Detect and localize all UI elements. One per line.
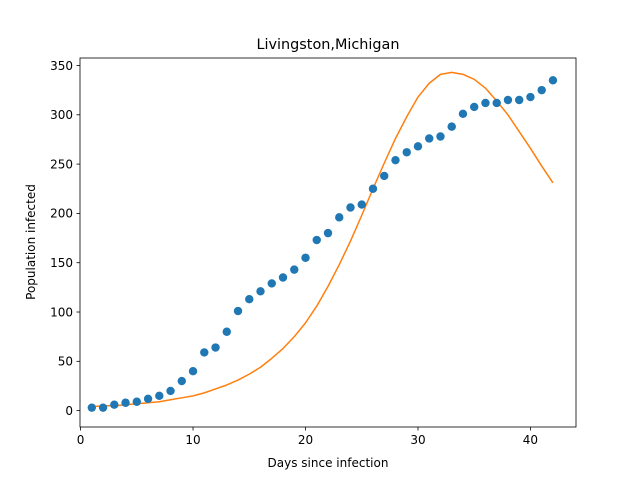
series-line-1 bbox=[91, 71, 554, 408]
axes: 0 10 20 30 40 0 50 100 150 200 250 300 350 bbox=[50, 57, 577, 447]
data-point bbox=[211, 343, 220, 352]
data-point bbox=[481, 98, 490, 108]
y-tick-label: 350 bbox=[50, 59, 73, 73]
data-point bbox=[222, 327, 231, 336]
data-point bbox=[188, 366, 198, 376]
data-point bbox=[357, 200, 366, 209]
data-point bbox=[436, 132, 445, 141]
x-tick-label: 30 bbox=[410, 433, 425, 447]
data-point bbox=[301, 253, 310, 262]
data-point bbox=[98, 403, 108, 412]
data-point bbox=[492, 98, 501, 108]
x-tick-label: 10 bbox=[185, 433, 200, 447]
y-tick-label: 250 bbox=[50, 157, 73, 171]
data-point bbox=[121, 398, 130, 407]
data-point bbox=[278, 273, 288, 282]
y-tick-label: 300 bbox=[50, 108, 73, 122]
data-point bbox=[233, 306, 243, 316]
data-point bbox=[132, 397, 141, 406]
data-point bbox=[335, 213, 344, 222]
data-point bbox=[155, 391, 164, 401]
x-tick-label: 20 bbox=[298, 433, 313, 447]
data-point bbox=[391, 155, 400, 165]
chart-title: Livingston,Michigan bbox=[257, 37, 400, 53]
y-tick-label: 50 bbox=[58, 355, 73, 369]
data-point bbox=[312, 235, 321, 245]
data-point bbox=[402, 148, 411, 157]
data-point bbox=[87, 403, 97, 412]
data-point bbox=[425, 134, 434, 143]
data-point bbox=[380, 171, 389, 181]
data-point bbox=[110, 400, 119, 409]
x-tick-label: 0 bbox=[77, 433, 85, 447]
data-point bbox=[166, 386, 175, 396]
x-axis-label: Days since infection bbox=[268, 456, 389, 470]
data-point bbox=[143, 394, 153, 403]
data-point bbox=[323, 228, 333, 238]
data-point bbox=[256, 287, 265, 296]
data-point bbox=[526, 92, 535, 102]
y-tick-label: 150 bbox=[50, 256, 73, 270]
data-point bbox=[267, 279, 276, 288]
data-point bbox=[537, 85, 546, 95]
data-point bbox=[200, 348, 209, 357]
data-point bbox=[177, 376, 186, 386]
data-point bbox=[515, 95, 524, 105]
y-tick-label: 0 bbox=[65, 404, 73, 418]
data-point bbox=[447, 122, 456, 131]
data-point bbox=[290, 265, 299, 274]
x-tick-label: 40 bbox=[523, 433, 538, 447]
data-point bbox=[346, 203, 355, 212]
y-tick-label: 100 bbox=[50, 305, 73, 319]
data-point bbox=[413, 142, 423, 151]
plot-area bbox=[87, 71, 558, 412]
data-point bbox=[245, 295, 254, 304]
data-point bbox=[368, 184, 378, 193]
y-tick-label: 200 bbox=[50, 207, 73, 221]
data-point bbox=[548, 76, 558, 85]
data-point bbox=[503, 95, 513, 105]
data-point bbox=[458, 109, 468, 119]
y-axis-label: Population infected bbox=[24, 184, 38, 300]
axes-frame bbox=[79, 57, 577, 428]
data-point bbox=[470, 102, 479, 112]
